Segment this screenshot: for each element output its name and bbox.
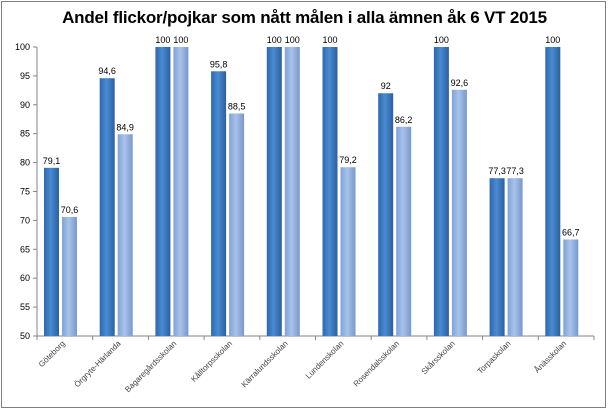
bar-series1-7 — [378, 93, 394, 337]
data-label: 100 — [285, 35, 300, 45]
x-tick-label: Kärralundsskolan — [240, 339, 290, 389]
bar-series2-6 — [340, 167, 356, 336]
y-tick-label: 75 — [20, 187, 30, 197]
x-tick-label: Bagaregårdsskolan — [123, 339, 178, 394]
bar-series2-7 — [396, 126, 412, 336]
data-label: 100 — [155, 35, 170, 45]
data-label: 100 — [322, 35, 337, 45]
bars — [44, 47, 579, 337]
data-label: 86,2 — [395, 115, 413, 125]
bar-series2-2 — [117, 134, 133, 336]
data-label: 92 — [381, 81, 391, 91]
data-label: 92,6 — [451, 78, 469, 88]
bar-series1-2 — [99, 78, 115, 336]
y-tick-label: 50 — [20, 331, 30, 341]
data-label: 94,6 — [98, 66, 116, 76]
y-tick-label: 60 — [20, 273, 30, 283]
data-label: 79,2 — [339, 155, 357, 165]
x-tick-label: Göteborg — [37, 339, 67, 369]
bar-series2-1 — [62, 216, 77, 336]
bar-series1-10 — [545, 47, 561, 336]
x-tick-label: Ånässkolan — [533, 339, 569, 375]
chart-title: Andel flickor/pojkar som nått målen i al… — [62, 8, 547, 27]
data-label: 79,1 — [43, 156, 61, 166]
bar-series1-6 — [322, 47, 338, 336]
y-tick-label: 65 — [20, 244, 30, 254]
x-tick-label: Torpaskolan — [476, 339, 513, 376]
x-tick-label: Kålltorpsskolan — [189, 339, 234, 384]
x-tick-label: Lundenskolan — [304, 339, 346, 381]
data-label: 77,3 — [488, 166, 506, 176]
y-tick-label: 80 — [20, 158, 30, 168]
bar-series1-5 — [266, 47, 282, 336]
bar-series1-4 — [211, 71, 227, 336]
y-tick-label: 100 — [15, 42, 30, 52]
y-tick-label: 95 — [20, 71, 30, 81]
bar-series2-5 — [284, 47, 300, 336]
data-label: 100 — [434, 35, 449, 45]
x-tick-label: Örgryte-Härlanda — [73, 339, 123, 389]
data-label: 100 — [173, 35, 188, 45]
data-label: 66,7 — [562, 227, 580, 237]
data-label: 100 — [267, 35, 282, 45]
y-tick-label: 55 — [20, 302, 30, 312]
y-tick-label: 70 — [20, 215, 30, 225]
data-label: 84,9 — [116, 122, 134, 132]
x-tick-label: Skårsskolan — [420, 339, 457, 376]
bar-series2-4 — [229, 113, 245, 336]
data-label: 77,3 — [506, 166, 524, 176]
x-tick-label: Rosendalsskolan — [352, 339, 401, 388]
data-label: 70,6 — [61, 205, 79, 215]
bar-series1-3 — [155, 47, 171, 336]
bar-series1-8 — [433, 47, 449, 336]
bar-series1-1 — [44, 167, 59, 336]
bar-series2-10 — [563, 239, 579, 336]
y-tick-label: 90 — [20, 100, 30, 110]
data-label: 88,5 — [228, 101, 246, 111]
y-tick-label: 85 — [20, 129, 30, 139]
bar-series2-9 — [507, 178, 523, 336]
bar-series2-3 — [173, 47, 189, 336]
bar-series1-9 — [489, 178, 505, 336]
bar-series2-8 — [451, 89, 467, 336]
data-label: 95,8 — [210, 59, 228, 69]
data-label: 100 — [545, 35, 560, 45]
